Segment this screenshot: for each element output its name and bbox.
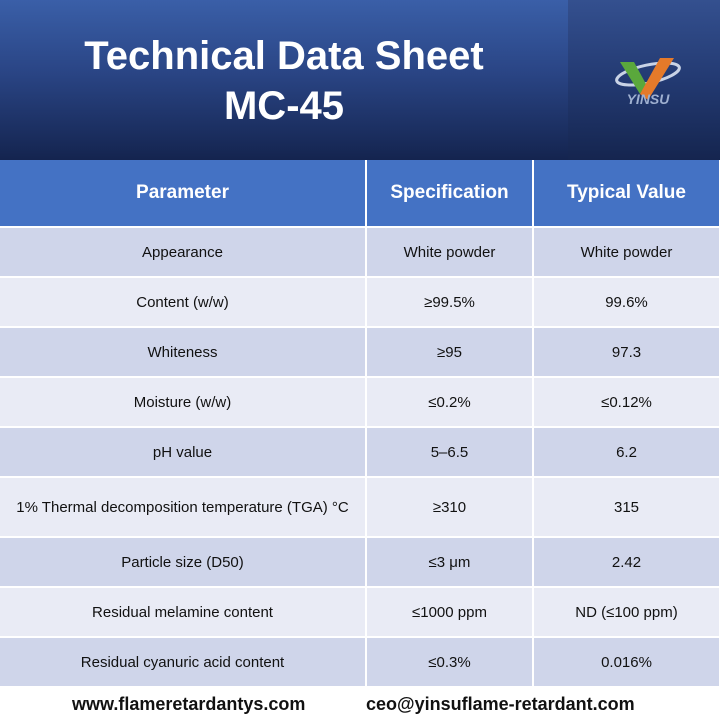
table-cell: White powder: [366, 227, 534, 278]
table-cell: 6.2: [533, 427, 720, 478]
logo-panel: YINSU: [568, 0, 720, 160]
table-row: Moisture (w/w) ≤0.2% ≤0.12%: [0, 377, 720, 428]
data-table: Parameter Specification Typical Value Appe…: [0, 160, 720, 688]
column-header: Typical Value: [533, 160, 720, 228]
table-cell: ≤1000 ppm: [366, 587, 534, 638]
logo-text: YINSU: [627, 91, 671, 107]
table-cell: Moisture (w/w): [0, 377, 367, 428]
table-row: Particle size (D50) ≤3 μm 2.42: [0, 537, 720, 588]
table-cell: ≤0.12%: [533, 377, 720, 428]
table-cell: 1% Thermal decomposition temperature (TG…: [0, 477, 367, 538]
table-row: Appearance White powder White powder: [0, 227, 720, 278]
footer: www.flameretardantys.com ceo@yinsuflame-…: [0, 688, 720, 720]
title: Technical Data Sheet: [84, 34, 484, 78]
table-cell: ND (≤100 ppm): [533, 587, 720, 638]
table-cell: 0.016%: [533, 637, 720, 688]
header-row: Parameter Specification Typical Value: [0, 160, 720, 228]
table-cell: ≤3 μm: [366, 537, 534, 588]
table-row: Residual melamine content ≤1000 ppm ND (≤1…: [0, 587, 720, 638]
table-cell: Residual melamine content: [0, 587, 367, 638]
table-cell: Appearance: [0, 227, 367, 278]
logo: YINSU: [615, 58, 681, 107]
table-cell: 315: [533, 477, 720, 538]
table-cell: Residual cyanuric acid content: [0, 637, 367, 688]
table-cell: ≥95: [366, 327, 534, 378]
table-cell: 97.3: [533, 327, 720, 378]
table-row: Whiteness ≥95 97.3: [0, 327, 720, 378]
table-cell: 2.42: [533, 537, 720, 588]
table-cell: ≤0.3%: [366, 637, 534, 688]
table-cell: 5–6.5: [366, 427, 534, 478]
table-cell: Content (w/w): [0, 277, 367, 328]
column-header: Parameter: [0, 160, 367, 228]
title: MC-45: [223, 84, 345, 128]
table-cell: ≤0.2%: [366, 377, 534, 428]
website: www.flameretardantys.com: [72, 694, 306, 714]
table-row: Content (w/w) ≥99.5% 99.6%: [0, 277, 720, 328]
table-row: Residual cyanuric acid content ≤0.3% 0.016…: [0, 637, 720, 688]
table-cell: 99.6%: [533, 277, 720, 328]
email: ceo@yinsuflame-retardant.com: [366, 694, 635, 714]
table-cell: ≥310: [366, 477, 534, 538]
table-row: 1% Thermal decomposition temperature (TG…: [0, 477, 720, 538]
table-cell: Whiteness: [0, 327, 367, 378]
table-cell: Particle size (D50): [0, 537, 367, 588]
table-cell: White powder: [533, 227, 720, 278]
table-cell: ≥99.5%: [366, 277, 534, 328]
table-cell: pH value: [0, 427, 367, 478]
column-header: Specification: [366, 160, 534, 228]
header-banner: Technical Data Sheet MC-45 YINSU: [0, 0, 720, 160]
table-row: pH value 5–6.5 6.2: [0, 427, 720, 478]
